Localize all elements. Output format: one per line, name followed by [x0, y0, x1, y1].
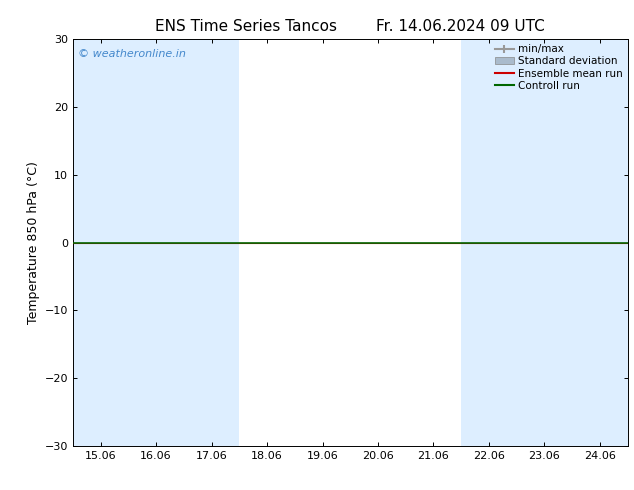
Title: ENS Time Series Tancos        Fr. 14.06.2024 09 UTC: ENS Time Series Tancos Fr. 14.06.2024 09… [155, 19, 545, 34]
Bar [573, 39, 628, 446]
Bar [462, 39, 517, 446]
Bar [128, 39, 184, 446]
Legend: min/max, Standard deviation, Ensemble mean run, Controll run: min/max, Standard deviation, Ensemble me… [493, 42, 624, 93]
Bar [517, 39, 573, 446]
Bar [184, 39, 240, 446]
Bar [73, 39, 128, 446]
Y-axis label: Temperature 850 hPa (°C): Temperature 850 hPa (°C) [27, 161, 41, 324]
Text: © weatheronline.in: © weatheronline.in [79, 49, 186, 59]
